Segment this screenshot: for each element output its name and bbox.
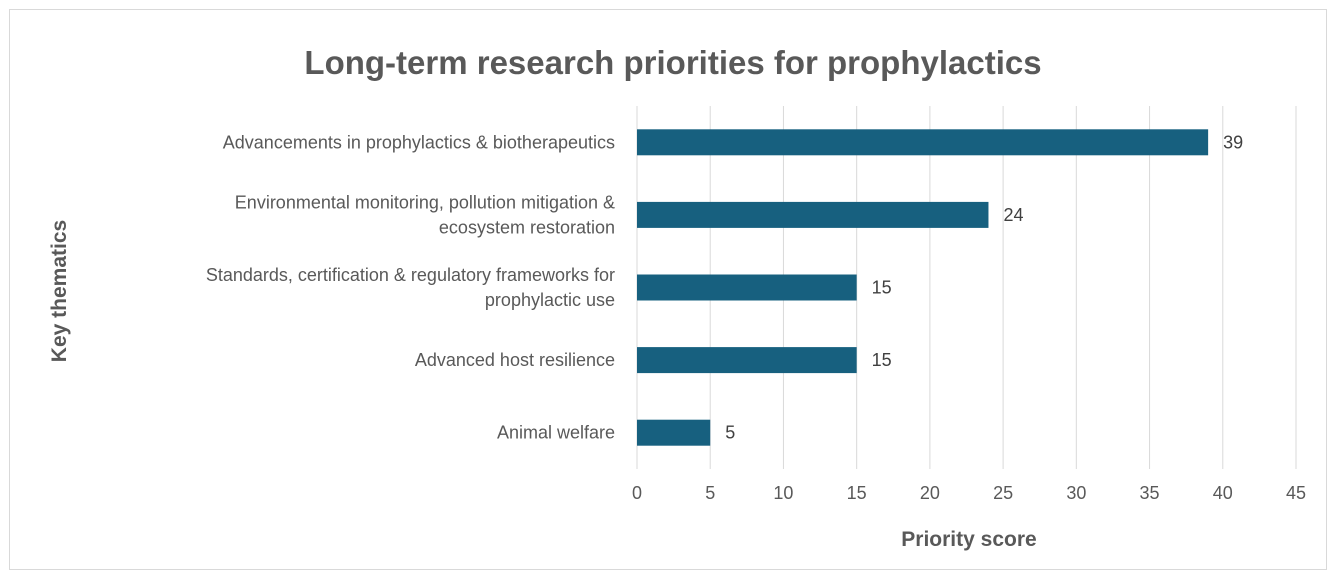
category-label-line: Advanced host resilience xyxy=(415,350,615,370)
gridlines xyxy=(636,106,1297,469)
x-axis-title: Priority score xyxy=(901,528,1036,551)
x-tick-label: 35 xyxy=(1140,483,1160,503)
bar-chart: Long-term research priorities for prophy… xyxy=(48,44,1306,551)
x-tick-label: 45 xyxy=(1286,483,1306,503)
x-tick-label: 5 xyxy=(705,483,715,503)
x-tick-label: 15 xyxy=(847,483,867,503)
x-tick-label: 10 xyxy=(773,483,793,503)
category-label-line: Animal welfare xyxy=(497,423,615,443)
category-labels: Advancements in prophylactics & biothera… xyxy=(206,132,615,442)
bar xyxy=(637,347,857,374)
data-label: 24 xyxy=(1003,205,1023,225)
data-labels: 39 24 15 15 5 xyxy=(725,132,1243,442)
category-label: Environmental monitoring, pollution miti… xyxy=(235,192,615,237)
data-label: 39 xyxy=(1223,132,1243,152)
category-label-line: Advancements in prophylactics & biothera… xyxy=(223,132,615,152)
data-label: 15 xyxy=(872,278,892,298)
category-label-line: Standards, certification & regulatory fr… xyxy=(206,265,615,285)
x-tick-label: 40 xyxy=(1213,483,1233,503)
category-label-line: Environmental monitoring, pollution miti… xyxy=(235,192,615,212)
bars xyxy=(637,129,1209,446)
bar xyxy=(637,419,711,446)
bar xyxy=(637,274,857,301)
chart-title: Long-term research priorities for prophy… xyxy=(304,44,1041,81)
category-label: Advanced host resilience xyxy=(415,350,615,370)
category-label: Standards, certification & regulatory fr… xyxy=(206,265,615,310)
x-tick-label: 20 xyxy=(920,483,940,503)
category-label-line: ecosystem restoration xyxy=(439,217,615,237)
bar xyxy=(637,201,989,228)
bar xyxy=(637,129,1209,156)
category-label: Advancements in prophylactics & biothera… xyxy=(223,132,615,152)
x-tick-label: 25 xyxy=(993,483,1013,503)
x-tick-label: 0 xyxy=(632,483,642,503)
chart-frame: Long-term research priorities for prophy… xyxy=(9,9,1327,570)
x-tick-label: 30 xyxy=(1066,483,1086,503)
data-label: 15 xyxy=(872,350,892,370)
x-tick-labels: 0 5 10 15 20 25 30 35 40 45 xyxy=(632,483,1306,503)
y-axis-title: Key thematics xyxy=(48,220,71,362)
category-label: Animal welfare xyxy=(497,423,615,443)
category-label-line: prophylactic use xyxy=(485,290,615,310)
data-label: 5 xyxy=(725,423,735,443)
